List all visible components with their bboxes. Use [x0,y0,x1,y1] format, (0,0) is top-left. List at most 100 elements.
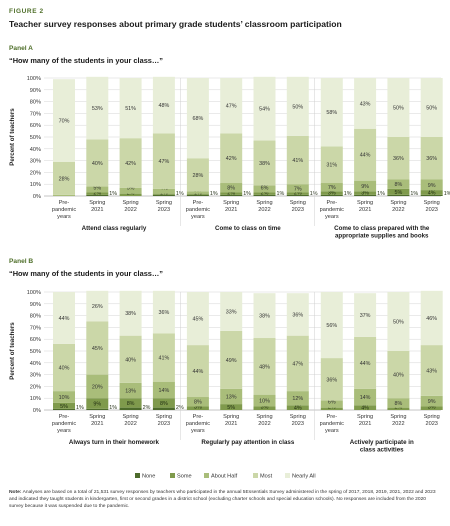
bar-segment-about-half [320,400,343,408]
bar-segment-most [220,330,243,389]
data-label: 1% [410,191,418,197]
x-tick-label: Spring [89,200,105,206]
note-label: Note: [9,490,22,495]
x-tick-label: 2023 [425,421,437,427]
x-tick-label: years [325,214,339,220]
bar-segment-most [152,333,175,382]
bar-segment-nearly-all [320,78,343,147]
bar-segment-most [387,137,410,180]
y-tick-label: 0% [33,194,41,200]
bar-segment-nearly-all [387,292,410,351]
data-label: 44% [360,361,371,367]
data-label: 14% [360,395,371,401]
x-tick-label: years [191,428,205,434]
bar-segment-about-half [387,398,410,408]
group-label: appropriate supplies and books [335,233,429,240]
bar-segment-none [86,194,109,196]
x-tick-label: Pre- [59,200,70,206]
bar-segment-none [320,194,343,196]
bar-segment-none [220,194,243,196]
bar-segment-about-half [286,391,309,406]
bar-segment-most [420,345,443,396]
bar-segment-nearly-all [253,293,276,339]
bar-segment-most [186,158,209,192]
data-label: 2% [143,405,151,411]
group-label: Always turn in their homework [69,439,160,446]
y-tick-label: 70% [30,111,41,117]
bar-segment-nearly-all [220,292,243,331]
x-tick-label: Spring [123,200,139,206]
x-tick-label: pandemic [186,421,210,427]
bar-segment-some [387,188,410,195]
bar-segment-some [220,404,243,410]
group-label: Come to class on time [215,225,281,232]
bar-segment-some [387,407,410,410]
bar-segment-none [119,407,142,410]
bar-segment-about-half [119,187,142,194]
data-label: 3% [261,405,269,411]
legend-label: None [142,474,155,480]
data-label: 9% [428,183,436,189]
x-tick-label: 2023 [158,207,170,213]
x-tick-label: Pre- [327,200,338,206]
bar-segment-about-half [152,188,175,194]
bar-segment-about-half [420,395,443,407]
data-label: 28% [193,173,204,179]
bar-segment-nearly-all [53,292,75,344]
data-label: 51% [125,106,136,112]
bar-segment-some [119,193,142,196]
group-label: class activities [360,447,404,454]
bar-segment-nearly-all [354,78,377,129]
bar-segment-about-half [186,191,209,194]
x-tick-label: Spring [424,200,440,206]
bar-segment-about-half [286,184,309,193]
x-tick-label: years [191,214,205,220]
x-tick-label: Spring [156,200,172,206]
bar-segment-nearly-all [53,79,75,162]
x-tick-label: years [57,428,71,434]
data-label: 1% [344,191,352,197]
data-label: 5% [395,190,403,196]
data-label: 1% [310,191,318,197]
legend-label: Some [177,474,192,480]
data-label: 56% [326,323,337,329]
bar-segment-none [286,194,309,196]
data-label: 7% [328,185,336,191]
bar-segment-nearly-all [186,78,209,159]
legend-swatch [204,473,209,478]
bar-segment-most [53,343,75,392]
legend-swatch [170,473,175,478]
data-label: 38% [259,314,270,320]
x-tick-label: Spring [89,414,105,420]
bar-segment-about-half [220,183,243,193]
data-label: 28% [59,176,70,182]
bar-segment-some [152,193,175,195]
bar-segment-nearly-all [420,78,443,137]
bar-segment-nearly-all [86,76,109,140]
bar-segment-some [253,192,276,195]
y-tick-label: 20% [30,170,41,176]
bar-segment-most [186,345,209,398]
bar-segment-none [86,408,109,410]
legend-label: Nearly All [292,474,316,480]
x-tick-label: 2021 [225,421,237,427]
data-label: 36% [159,310,170,316]
data-label: 53% [92,106,103,112]
bar-segment-about-half [420,179,443,191]
data-label: 50% [426,106,437,112]
bar-segment-nearly-all [286,293,309,336]
bar-segment-some [253,406,276,410]
figure-note: Note: Analyses are based on a total of 2… [9,489,441,510]
data-label: 41% [159,355,170,361]
bar-segment-some [220,192,243,195]
bar-segment-about-half [186,397,209,407]
y-tick-label: 100% [27,76,41,82]
data-label: 43% [360,101,371,107]
data-label: 2% [227,191,235,197]
panel-a-question: “How many of the students in your class…… [9,56,163,65]
chart-legend: None Some About Half Most Nearly All [135,473,316,480]
data-label: 20% [92,384,103,390]
data-label: 8% [227,186,235,192]
bar-segment-most [354,128,377,181]
data-label: 36% [326,377,337,383]
